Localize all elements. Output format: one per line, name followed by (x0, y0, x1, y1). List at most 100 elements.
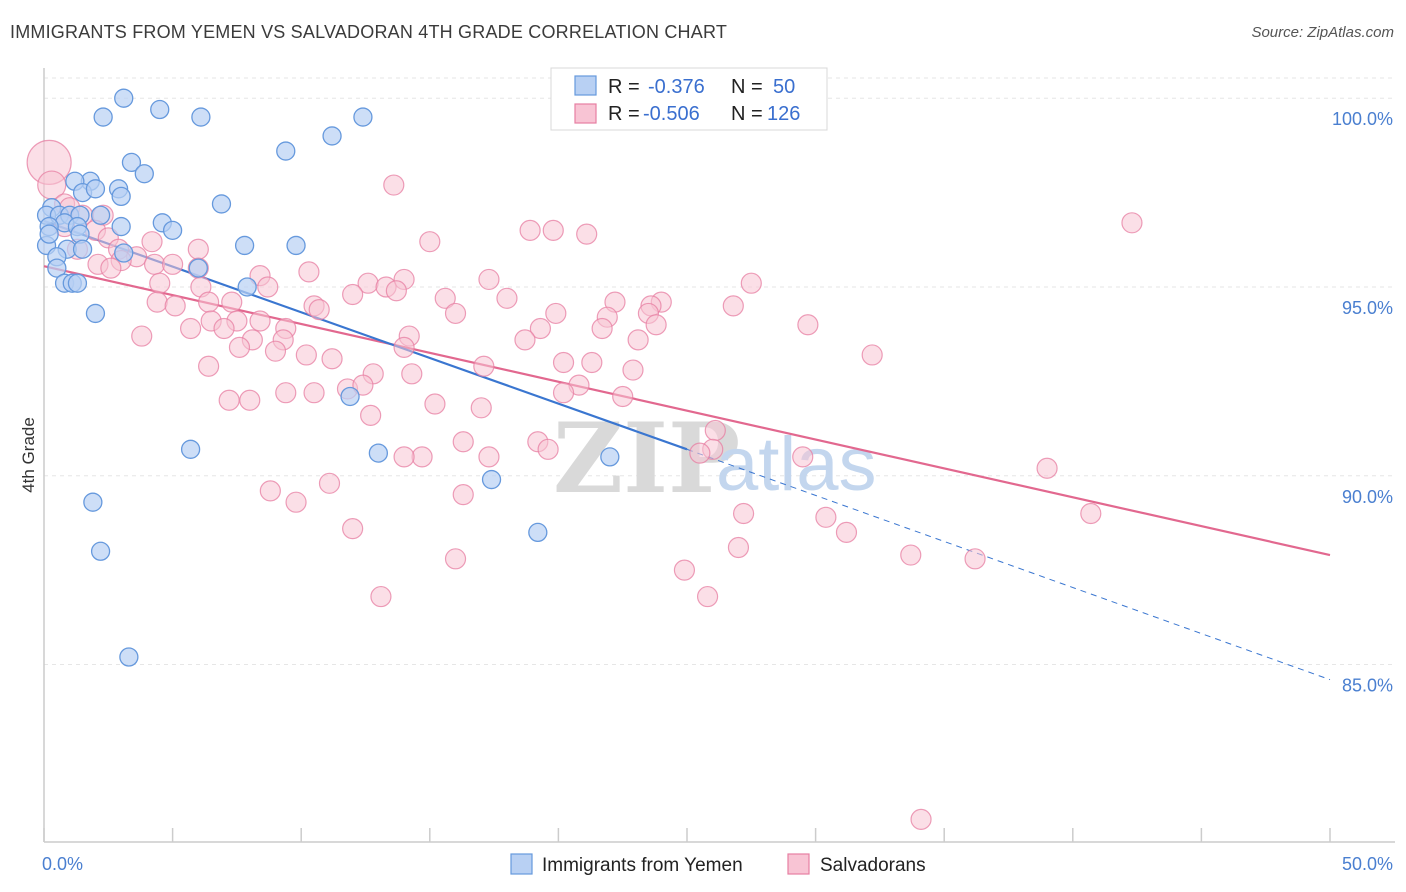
yemen-point (340, 386, 360, 407)
salvadorans-point (444, 548, 467, 570)
yemen-point (93, 107, 113, 127)
salvadorans-point (552, 351, 575, 374)
salvadorans-point (298, 261, 320, 283)
salvadorans-point (198, 355, 220, 377)
salvadorans-point (797, 314, 819, 336)
yemen-point (600, 447, 620, 467)
salvadorans-point (370, 585, 392, 608)
salvadorans-point (900, 544, 922, 566)
yemen-point (72, 239, 93, 259)
salvadorans-point (141, 231, 163, 253)
salvadorans-point (187, 238, 209, 260)
salvadorans-point (131, 325, 153, 347)
yemen-point (353, 107, 373, 127)
salvadorans-point (696, 585, 719, 608)
legend-swatch-yemen (574, 75, 597, 96)
salvadorans-point (861, 344, 883, 366)
salvadorans-point (444, 302, 467, 325)
yemen-point (481, 469, 502, 490)
y-tick-labels: 85.0% 90.0% 95.0% 100.0% (1332, 109, 1393, 695)
salvadorans-point (342, 283, 364, 306)
salvadorans-point (228, 336, 251, 358)
stats-legend: R = -0.376 N = 50 R = -0.506 N = 126 (550, 67, 828, 131)
legend-n-label-yemen: N = (731, 76, 763, 98)
salvadorans-point (473, 355, 495, 377)
yemen-point (47, 258, 67, 278)
salvadorans-point (519, 219, 541, 241)
legend-swatch-salvadorans (574, 103, 597, 124)
yemen-points (36, 88, 620, 667)
salvadorans-point (321, 348, 343, 370)
salvadorans-point (704, 419, 726, 442)
legend-r-value-yemen: -0.376 (648, 76, 705, 98)
yemen-point (111, 186, 131, 207)
salvadorans-point (452, 484, 474, 506)
legend-r-label-yemen: R = (608, 76, 640, 98)
salvadorans-point (835, 521, 858, 544)
salvadorans-point (732, 502, 755, 525)
salvadorans-point (385, 280, 407, 302)
salvadorans-point (722, 295, 744, 317)
salvadorans-point (318, 472, 341, 494)
yemen-point (276, 141, 296, 161)
salvadorans-point (792, 446, 814, 468)
salvadorans-points (26, 139, 1143, 830)
bottom-legend-label-yemen: Immigrants from Yemen (542, 855, 743, 876)
yemen-point (528, 522, 548, 543)
salvadorans-point (964, 548, 986, 570)
legend-n-value-yemen: 50 (773, 76, 795, 98)
salvadorans-point (264, 340, 287, 362)
salvadorans-point (393, 336, 415, 358)
salvadorans-point (149, 272, 171, 294)
gridlines (44, 77, 1395, 666)
salvadorans-point (100, 257, 122, 279)
salvadorans-point (143, 253, 166, 275)
x-tick-labels: 0.0% 50.0% (42, 854, 1393, 874)
bottom-legend-swatch-yemen (510, 853, 533, 875)
source-note: Source: ZipAtlas.com (1251, 24, 1394, 41)
salvadorans-point (645, 314, 667, 336)
yemen-point (114, 243, 134, 263)
yemen-point (150, 99, 170, 120)
yemen-point (90, 541, 111, 561)
yemen-point (121, 152, 142, 173)
salvadorans-point (419, 231, 441, 253)
yemen-point (83, 492, 103, 512)
salvadorans-point (496, 287, 518, 309)
salvadorans-point (218, 389, 240, 411)
chart-title: IMMIGRANTS FROM YEMEN VS SALVADORAN 4TH … (10, 22, 728, 42)
x-tick-label-min: 0.0% (42, 854, 83, 874)
salvadorans-point (542, 219, 564, 241)
salvadorans-point (815, 506, 837, 528)
yemen-point (234, 235, 255, 256)
yemen-point (134, 164, 154, 184)
y-tick-label: 100.0% (1332, 109, 1393, 129)
salvadorans-point (411, 446, 433, 468)
yemen-point (191, 107, 211, 127)
salvadorans-point (213, 317, 235, 340)
salvadorans-point (581, 351, 603, 374)
salvadorans-point (221, 291, 243, 313)
yemen-point (119, 647, 139, 667)
legend-n-value-salvadorans: 126 (767, 103, 800, 125)
salvadorans-point (1121, 212, 1143, 234)
salvadorans-point (740, 272, 762, 294)
salvadorans-point (452, 431, 474, 453)
stats-legend-box (550, 67, 828, 131)
y-tick-label: 95.0% (1342, 298, 1393, 318)
salvadorans-point (393, 446, 415, 468)
y-tick-label: 90.0% (1342, 487, 1393, 507)
yemen-point (39, 224, 59, 244)
salvadorans-point (383, 174, 405, 196)
yemen-point (286, 235, 306, 256)
salvadorans-point (552, 382, 575, 404)
salvadorans-point (308, 299, 330, 321)
salvadorans-point (180, 317, 202, 340)
x-tick-label-max: 50.0% (1342, 854, 1393, 874)
salvadorans-point (514, 329, 536, 351)
yemen-point (237, 277, 257, 297)
bottom-legend-label-salvadorans: Salvadorans (820, 855, 926, 876)
yemen-point (90, 205, 111, 225)
salvadorans-point (275, 382, 297, 404)
